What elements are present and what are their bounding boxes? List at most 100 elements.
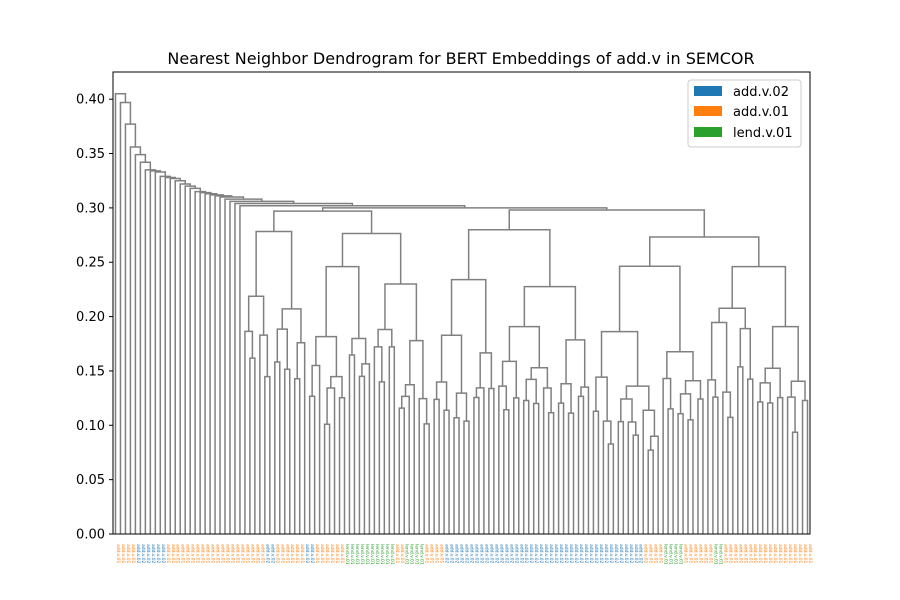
dendrogram-link bbox=[759, 382, 771, 404]
leaf-label: add.v.01 bbox=[185, 544, 191, 564]
dendrogram-link bbox=[219, 196, 245, 534]
leaf-label: add.v.02 bbox=[613, 544, 619, 564]
dendrogram-link bbox=[124, 123, 137, 534]
dendrogram-link bbox=[404, 384, 415, 534]
legend-swatch-add-v-02 bbox=[694, 86, 722, 96]
dendrogram-link bbox=[341, 232, 402, 284]
leaf-label: add.v.01 bbox=[702, 544, 708, 564]
leaf-label: add.v.01 bbox=[707, 544, 713, 564]
dendrogram-link bbox=[139, 161, 152, 534]
dendrogram-link bbox=[401, 395, 410, 534]
leaf-label: add.v.01 bbox=[777, 544, 783, 564]
dendrogram-link bbox=[308, 395, 316, 534]
leaf-label: add.v.01 bbox=[130, 544, 136, 564]
leaf-label: add.v.01 bbox=[215, 544, 221, 564]
leaf-label: add.v.01 bbox=[648, 544, 654, 564]
dendrogram-link bbox=[530, 367, 549, 388]
leaf-label: add.v.02 bbox=[533, 544, 539, 564]
dendrogram-link bbox=[687, 419, 694, 534]
dendrogram-link bbox=[707, 379, 717, 534]
leaf-label: add.v.01 bbox=[424, 544, 430, 564]
dendrogram-link bbox=[498, 385, 508, 534]
leaf-label: add.v.01 bbox=[190, 544, 196, 564]
leaf-label: lend.v.01 bbox=[404, 544, 410, 565]
leaf-label: add.v.02 bbox=[558, 544, 564, 564]
leaf-label: add.v.01 bbox=[200, 544, 206, 564]
leaf-label: add.v.02 bbox=[588, 544, 594, 564]
leaf-label: add.v.02 bbox=[444, 544, 450, 564]
leaf-label: lend.v.01 bbox=[369, 544, 375, 565]
leaf-label: add.v.01 bbox=[772, 544, 778, 564]
dendrogram-link bbox=[618, 265, 681, 352]
leaf-label: add.v.01 bbox=[125, 544, 131, 564]
leaf-label: add.v.01 bbox=[324, 544, 330, 564]
dendrogram-link bbox=[488, 387, 495, 534]
dendrogram-link bbox=[627, 421, 637, 534]
dendrogram-link bbox=[273, 210, 373, 234]
dendrogram-link bbox=[801, 399, 809, 534]
dendrogram-link bbox=[244, 330, 254, 534]
dendrogram-link bbox=[423, 423, 430, 534]
dendrogram-link bbox=[159, 175, 172, 534]
leaf-label: add.v.02 bbox=[593, 544, 599, 564]
leaf-label: lend.v.01 bbox=[379, 544, 385, 565]
dendrogram-link bbox=[697, 398, 704, 534]
leaf-label: add.v.01 bbox=[737, 544, 743, 564]
dendrogram-link bbox=[501, 360, 518, 398]
leaf-label: add.v.01 bbox=[210, 544, 216, 564]
dendrogram-link bbox=[532, 402, 540, 534]
leaf-label: lend.v.01 bbox=[384, 544, 390, 565]
dendrogram-link bbox=[224, 198, 263, 534]
leaf-label: add.v.01 bbox=[658, 544, 664, 564]
leaf-label: add.v.01 bbox=[244, 544, 250, 564]
dendrogram-link bbox=[281, 308, 302, 343]
leaf-label: add.v.01 bbox=[314, 544, 320, 564]
leaf-label: add.v.01 bbox=[229, 544, 235, 564]
leaf-label: add.v.02 bbox=[483, 544, 489, 564]
y-tick-label: 0.10 bbox=[76, 419, 105, 434]
dendrogram-link bbox=[293, 377, 301, 534]
leaf-label: add.v.01 bbox=[274, 544, 280, 564]
dendrogram-link bbox=[255, 230, 293, 309]
chart-title: Nearest Neighbor Dendrogram for BERT Emb… bbox=[167, 49, 754, 68]
leaf-label: add.v.01 bbox=[319, 544, 325, 564]
y-tick-label: 0.20 bbox=[76, 310, 105, 325]
leaf-label: add.v.02 bbox=[264, 544, 270, 564]
dendrogram-link bbox=[338, 397, 346, 534]
leaf-label: add.v.01 bbox=[727, 544, 733, 564]
legend: add.v.02 add.v.01 lend.v.01 bbox=[687, 79, 802, 148]
y-tick-label: 0.00 bbox=[76, 528, 105, 543]
leaf-label: lend.v.01 bbox=[374, 544, 380, 565]
leaf-label: add.v.01 bbox=[697, 544, 703, 564]
leaf-label: lend.v.01 bbox=[717, 544, 723, 565]
leaf-label: add.v.01 bbox=[683, 544, 689, 564]
dendrogram-link bbox=[239, 204, 466, 534]
dendrogram-link bbox=[274, 361, 281, 534]
leaf-label: add.v.02 bbox=[578, 544, 584, 564]
dendrogram-link bbox=[766, 402, 774, 534]
dendrogram-link bbox=[580, 386, 590, 534]
legend-label-lend-v-01: lend.v.01 bbox=[733, 126, 793, 141]
dendrogram-link bbox=[284, 368, 291, 534]
leaf-label: add.v.02 bbox=[633, 544, 639, 564]
leaf-label: add.v.01 bbox=[802, 544, 808, 564]
leaf-label: add.v.02 bbox=[508, 544, 514, 564]
leaf-label: add.v.02 bbox=[628, 544, 634, 564]
dendrogram-link bbox=[398, 407, 405, 534]
dendrogram-link bbox=[247, 295, 265, 336]
leaf-label: add.v.01 bbox=[284, 544, 290, 564]
dendrogram-link bbox=[617, 420, 625, 534]
leaf-label: add.v.01 bbox=[339, 544, 345, 564]
dendrogram-link bbox=[595, 376, 608, 422]
legend-swatch-add-v-01 bbox=[694, 106, 722, 116]
leaf-label: add.v.02 bbox=[269, 544, 275, 564]
dendrogram-link bbox=[326, 387, 336, 534]
leaf-label: add.v.02 bbox=[140, 544, 146, 564]
dendrogram-link bbox=[164, 176, 176, 534]
leaf-label: lend.v.01 bbox=[364, 544, 370, 565]
dendrogram-link bbox=[433, 398, 440, 534]
leaf-label: add.v.01 bbox=[653, 544, 659, 564]
leaf-label: add.v.01 bbox=[120, 544, 126, 564]
y-tick-label: 0.40 bbox=[76, 93, 105, 108]
dendrogram-link bbox=[388, 346, 396, 534]
